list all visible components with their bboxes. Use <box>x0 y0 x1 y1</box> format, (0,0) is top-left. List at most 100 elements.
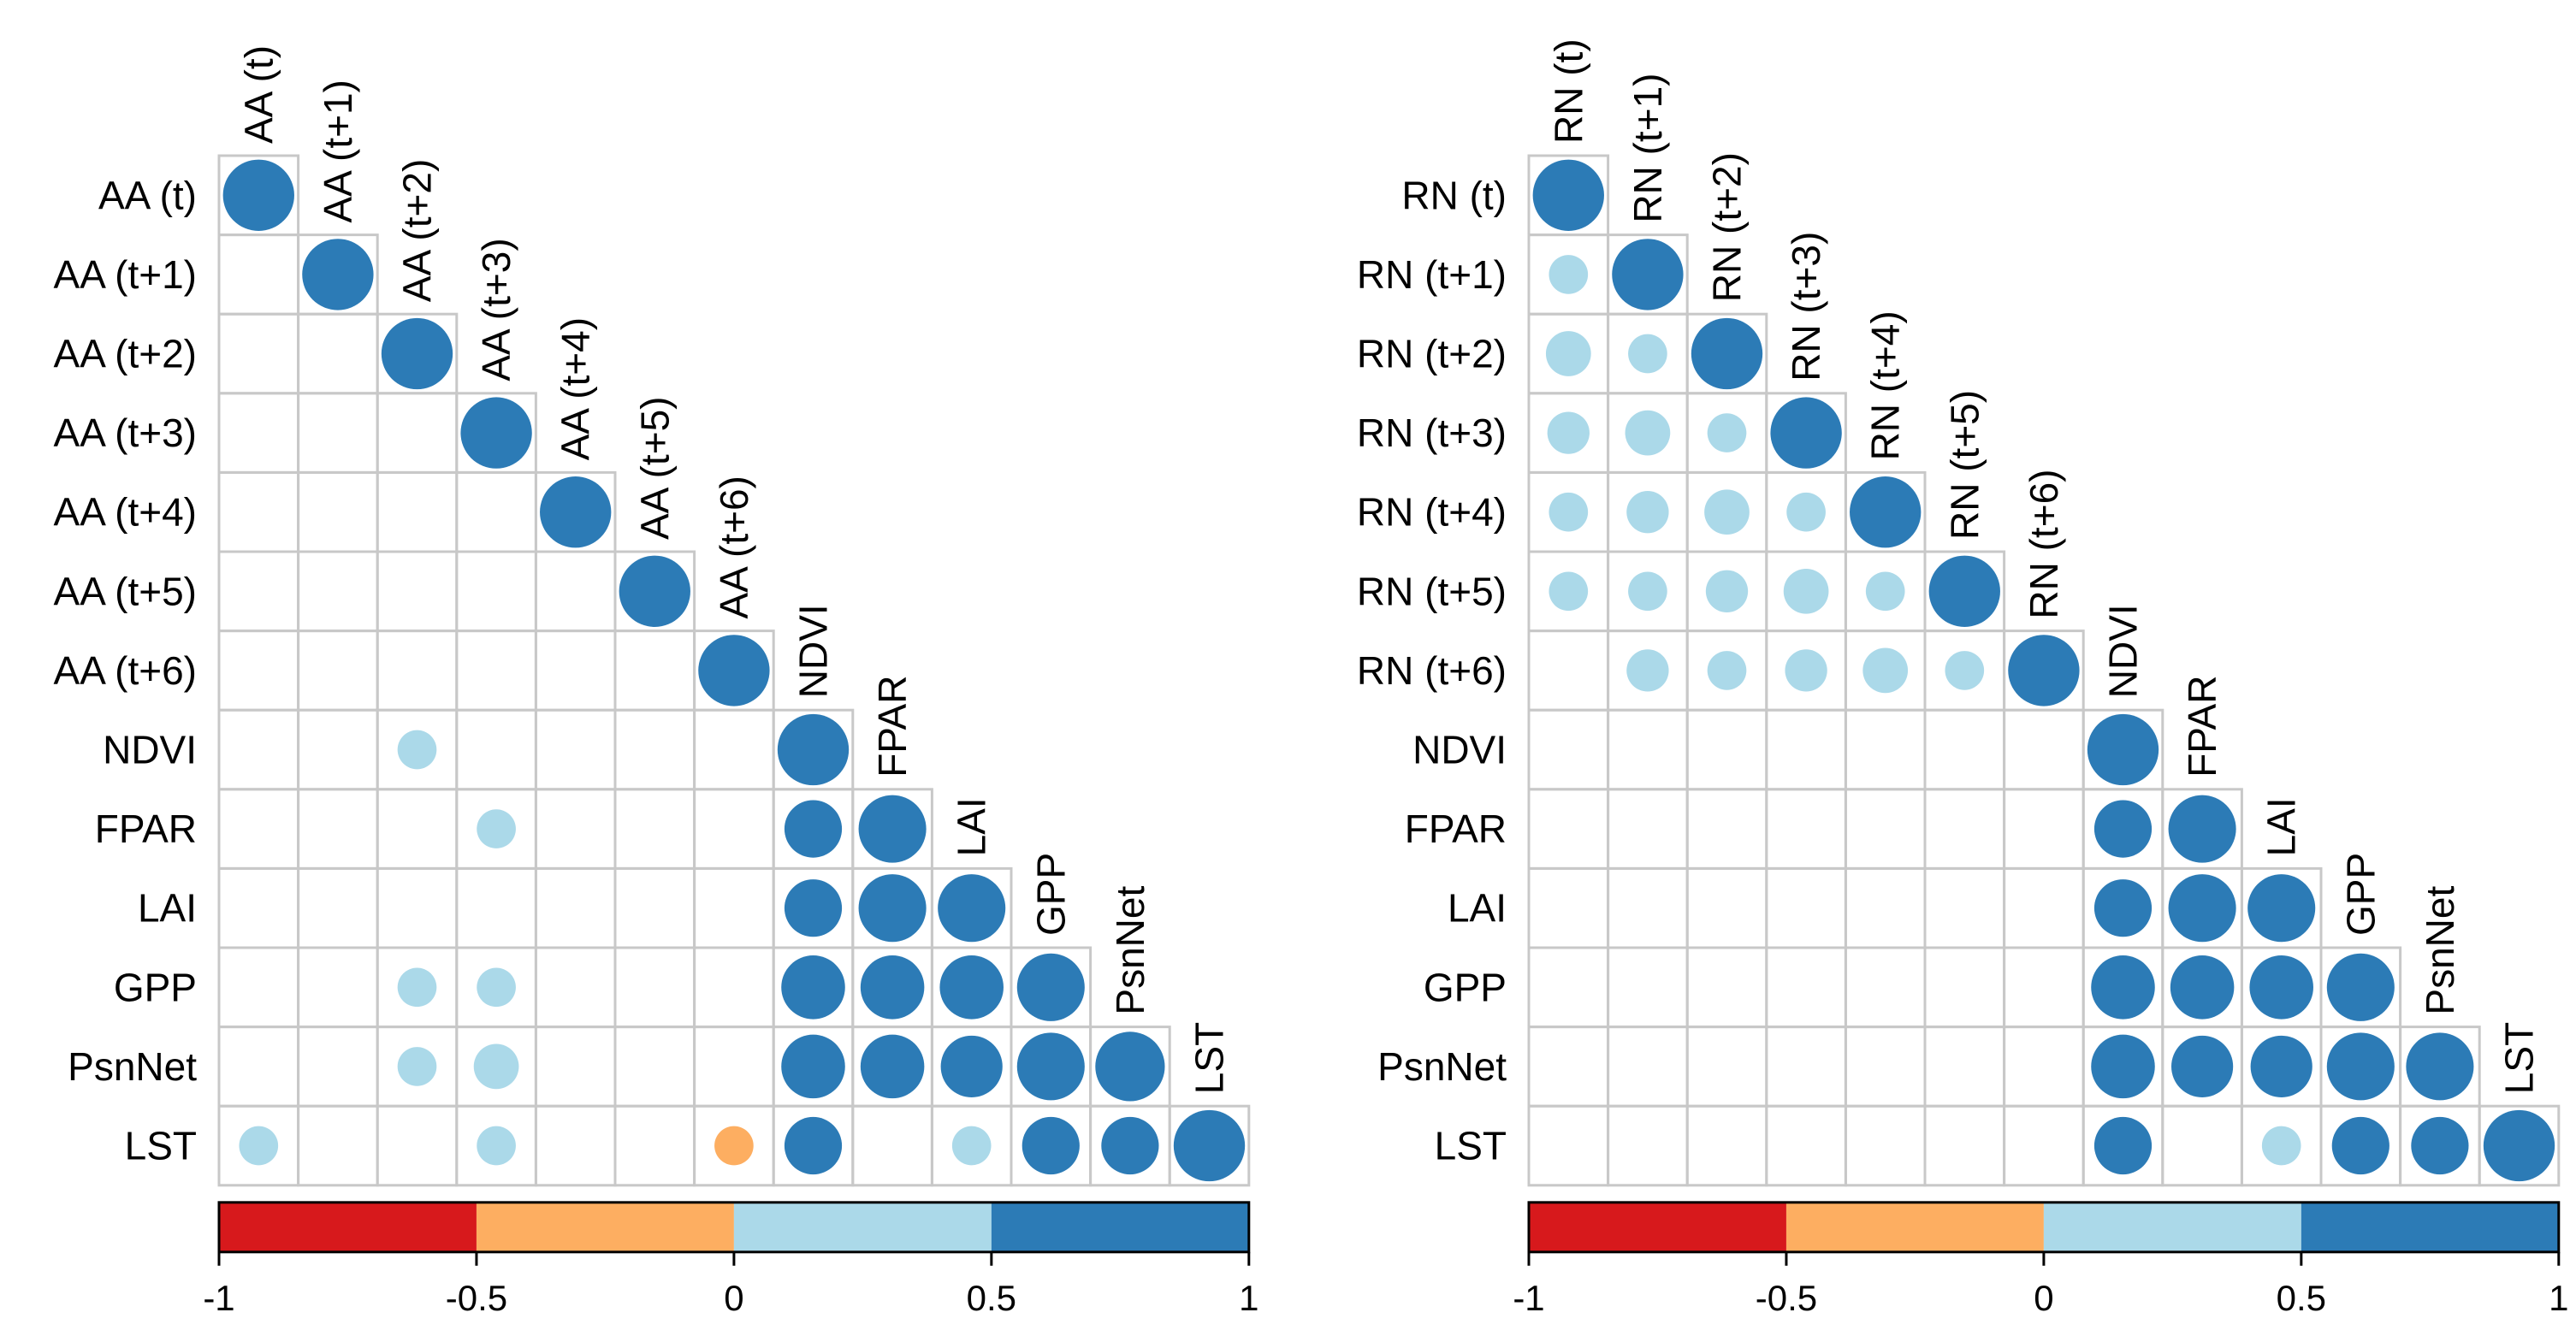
corr-circle-psnnet-fpar <box>860 1034 925 1099</box>
grid-cell <box>376 1104 459 1187</box>
corr-circle-psnnet-fpar <box>2171 1035 2234 1097</box>
corr-circle-psnnet-gpp <box>2326 1032 2395 1101</box>
corr-circle-lst-lai <box>2261 1126 2301 1166</box>
corr-circle-psnnet-psnnet <box>2406 1032 2474 1101</box>
corr-circle-gpp-gpp <box>2326 953 2395 1021</box>
grid-cell <box>1168 1104 1251 1187</box>
corr-circle-rn-t-5-rn-t-3 <box>1783 568 1829 614</box>
colorbar-tick-label: 0 <box>2034 1278 2053 1318</box>
corr-circle-lst-gpp <box>2331 1116 2389 1175</box>
grid-cell <box>297 392 379 474</box>
row-label: AA (t+2) <box>54 332 197 376</box>
corr-circle-aa-t-aa-t <box>222 159 294 231</box>
corr-circle-lai-fpar <box>858 874 927 943</box>
grid-cell <box>2478 1104 2561 1187</box>
corr-circle-ndvi-aa-t-2 <box>397 730 437 770</box>
grid-cell <box>1844 788 1927 870</box>
grid-cell <box>297 946 379 1029</box>
corr-circle-rn-t-2-rn-t-1 <box>1628 334 1667 374</box>
corr-circle-rn-t-6-rn-t-3 <box>1785 649 1827 692</box>
column-label: AA (t+4) <box>554 317 598 460</box>
corr-circle-rn-t-6-rn-t-6 <box>2008 635 2080 706</box>
grid-cell <box>1527 788 1610 870</box>
corr-circle-psnnet-aa-t-2 <box>397 1047 437 1086</box>
row-label: GPP <box>1424 965 1507 1009</box>
corr-circle-rn-t-5-rn-t-2 <box>1705 570 1749 612</box>
corr-circle-rn-t-6-rn-t-1 <box>1626 649 1669 692</box>
row-label: RN (t+4) <box>1357 490 1507 535</box>
column-label: PsnNet <box>2418 886 2462 1015</box>
corr-circle-rn-t-4-rn-t-3 <box>1786 492 1826 532</box>
grid-cell <box>1923 1104 2006 1187</box>
corr-circle-psnnet-gpp <box>1016 1032 1085 1101</box>
corr-circle-lst-gpp <box>1022 1116 1080 1175</box>
row-label: RN (t+2) <box>1357 332 1507 376</box>
corr-circle-aa-t-6-aa-t-6 <box>698 635 770 706</box>
colorbar-tick-label: 0.5 <box>967 1278 1016 1318</box>
corr-circle-rn-t-3-rn-t-3 <box>1770 397 1842 469</box>
corr-circle-lst-aa-t-6 <box>714 1126 754 1166</box>
column-label: PsnNet <box>1108 886 1152 1015</box>
grid-cell <box>217 312 300 395</box>
corr-circle-lst-ndvi <box>2093 1116 2153 1175</box>
grid-cell <box>534 550 617 633</box>
column-label: RN (t) <box>1546 38 1590 144</box>
grid-cell <box>1923 708 2006 791</box>
corr-circle-fpar-fpar <box>858 795 927 863</box>
grid-cell <box>693 708 775 791</box>
row-label: AA (t+3) <box>54 411 197 455</box>
corr-circle-rn-t-6-rn-t-4 <box>1862 647 1909 694</box>
column-label: FPAR <box>2180 676 2224 777</box>
row-label: LST <box>1435 1124 1507 1168</box>
row-label: GPP <box>114 965 197 1009</box>
colorbar-segment <box>219 1202 477 1252</box>
grid-cell <box>1607 946 1689 1029</box>
grid-cell <box>613 1104 696 1187</box>
row-label: RN (t+1) <box>1357 252 1507 297</box>
grid-cell <box>613 788 696 870</box>
corr-circle-gpp-lai <box>2249 955 2313 1020</box>
colorbar-tick-label: -1 <box>1513 1278 1544 1318</box>
corr-circle-fpar-ndvi <box>784 800 843 858</box>
grid-cell <box>297 630 379 712</box>
corr-circle-gpp-fpar <box>860 955 925 1020</box>
grid-cell <box>613 630 696 712</box>
grid-cell <box>693 866 775 949</box>
grid-cell <box>693 1026 775 1108</box>
corr-circle-psnnet-lai <box>940 1035 1003 1097</box>
corr-circle-psnnet-ndvi <box>2091 1034 2155 1099</box>
row-label: RN (t+3) <box>1357 411 1507 455</box>
column-label: RN (t+6) <box>2022 470 2066 619</box>
grid-cell <box>1844 1026 1927 1108</box>
grid-cell <box>455 550 537 633</box>
column-label: GPP <box>2338 853 2383 936</box>
grid-cell <box>297 550 379 633</box>
corr-circle-rn-t-3-rn-t-2 <box>1707 413 1747 452</box>
corr-circle-gpp-aa-t-2 <box>397 967 437 1008</box>
corr-circle-rn-t-1-rn-t-1 <box>1612 239 1684 310</box>
grid-cell <box>217 630 300 712</box>
corr-circle-ndvi-ndvi <box>2087 713 2159 786</box>
correlogram-panel-aa: AA (t) AA (t+1) AA (t+2) AA (t+3) AA (t+4) AA… <box>54 45 1259 1318</box>
grid-cell <box>534 1026 617 1108</box>
column-label: AA (t+2) <box>395 159 440 302</box>
corr-circle-gpp-gpp <box>1016 953 1085 1021</box>
column-label: LST <box>2497 1022 2542 1094</box>
row-label: FPAR <box>1405 807 1507 851</box>
corr-circle-aa-t-2-aa-t-2 <box>381 317 453 390</box>
grid-cell <box>1685 946 1768 1029</box>
grid-cell <box>1685 788 1768 870</box>
grid-cell <box>297 470 379 553</box>
colorbar-tick-label: 0 <box>724 1278 743 1318</box>
grid-cell <box>217 946 300 1029</box>
grid-cell <box>1685 1026 1768 1108</box>
grid-cell <box>2003 946 2085 1029</box>
grid-cell <box>2003 1104 2085 1187</box>
grid-cell <box>1765 946 1847 1029</box>
corr-circle-rn-t-1-rn-t <box>1549 255 1589 294</box>
corr-circle-gpp-ndvi <box>2091 955 2155 1020</box>
row-label: RN (t) <box>1401 173 1507 217</box>
grid-cell <box>534 788 617 870</box>
colorbar-segment <box>1529 1202 1786 1252</box>
grid-cell <box>613 708 696 791</box>
